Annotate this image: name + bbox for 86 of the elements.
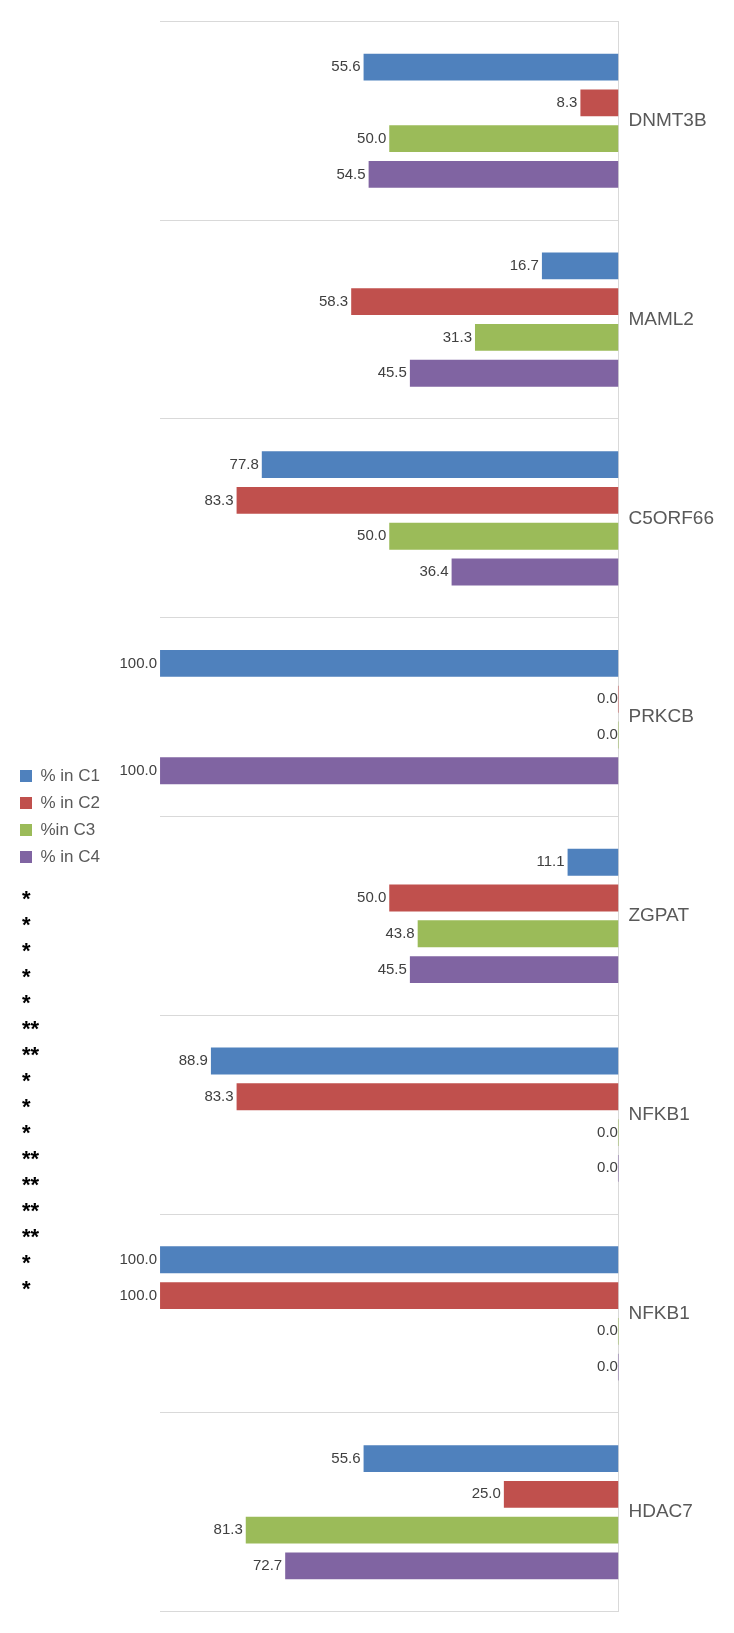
text: **	[22, 1041, 40, 1067]
y-tick-label: HDAC7	[628, 1500, 693, 1522]
y-tick-label: NFKB1	[628, 1102, 690, 1124]
text: *	[22, 1275, 31, 1301]
data-label: 0.0	[597, 1357, 618, 1375]
bar	[389, 884, 619, 912]
bar	[245, 1516, 619, 1544]
text: *	[22, 937, 31, 963]
data-label: 100.0	[119, 1285, 158, 1303]
text: *	[22, 989, 31, 1015]
legend-label: %in C3	[40, 819, 96, 839]
bar	[160, 1282, 619, 1309]
data-label: 0.0	[597, 1158, 618, 1176]
data-label: 72.7	[252, 1556, 283, 1574]
data-label: 0.0	[597, 725, 618, 743]
data-label: 50.0	[357, 128, 387, 146]
legend-label: % in C4	[40, 846, 101, 866]
data-label: 45.5	[377, 363, 407, 381]
y-tick-label: ZGPAT	[628, 904, 690, 926]
bar	[541, 252, 619, 280]
data-label: 8.3	[556, 93, 578, 111]
data-label: 0.0	[597, 1321, 618, 1339]
text: *	[22, 1093, 31, 1119]
bar	[363, 53, 619, 81]
data-label: 31.3	[442, 327, 472, 345]
data-label: 100.0	[119, 653, 158, 671]
data-label: 11.1	[536, 852, 565, 870]
bar	[351, 288, 619, 316]
data-label: 100.0	[119, 1249, 158, 1267]
text: *	[22, 1067, 31, 1093]
bar	[580, 89, 619, 117]
bar	[417, 920, 619, 948]
data-label: 43.8	[385, 923, 415, 941]
bar	[236, 1083, 619, 1111]
data-label: 50.0	[357, 888, 387, 906]
data-label: 0.0	[597, 689, 618, 707]
bar	[389, 125, 619, 153]
data-label: 81.3	[213, 1520, 243, 1538]
y-tick-label: PRKCB	[628, 705, 694, 727]
bar	[368, 161, 619, 188]
y-tick-label: NFKB1	[628, 1301, 690, 1323]
text: *	[22, 885, 31, 911]
data-label: 45.5	[377, 959, 407, 977]
text: *	[22, 1249, 31, 1275]
text: **	[22, 1197, 40, 1223]
data-label: 50.0	[357, 526, 387, 544]
y-tick-label: MAML2	[628, 307, 694, 329]
bar	[160, 757, 619, 785]
bar	[389, 522, 619, 550]
text: **	[22, 1171, 40, 1197]
data-label: 100.0	[119, 760, 158, 778]
bar	[160, 1246, 619, 1274]
text: *	[22, 1119, 31, 1145]
bar	[261, 451, 619, 479]
data-label: 55.6	[331, 57, 361, 75]
data-label: 58.3	[318, 291, 349, 309]
data-label: 55.6	[331, 1448, 361, 1466]
data-label: 83.3	[204, 490, 234, 508]
bar	[236, 487, 619, 514]
data-label: 25.0	[471, 1484, 501, 1502]
y-tick-label: DNMT3B	[628, 109, 707, 131]
bar	[409, 359, 619, 387]
bar	[451, 558, 619, 586]
data-label: 36.4	[419, 562, 449, 580]
data-label: 77.8	[229, 454, 259, 472]
text: **	[22, 1223, 40, 1249]
bar	[285, 1552, 619, 1580]
bar	[409, 956, 619, 983]
text: *	[22, 963, 31, 989]
legend-label: % in C1	[40, 765, 101, 785]
text: **	[22, 1145, 40, 1171]
legend-label: % in C2	[40, 792, 101, 812]
text: **	[22, 1015, 40, 1041]
text: *	[22, 911, 31, 937]
bar	[160, 650, 619, 677]
data-label: 16.7	[509, 256, 539, 274]
data-label: 54.5	[336, 164, 366, 182]
bar	[210, 1047, 619, 1075]
data-label: 88.9	[178, 1051, 208, 1069]
bar	[503, 1480, 619, 1508]
data-label: 0.0	[597, 1122, 618, 1140]
bar	[363, 1445, 619, 1472]
bar	[567, 848, 619, 876]
y-tick-label: C5ORF66	[628, 506, 714, 528]
bar	[474, 324, 619, 351]
data-label: 83.3	[204, 1086, 234, 1104]
